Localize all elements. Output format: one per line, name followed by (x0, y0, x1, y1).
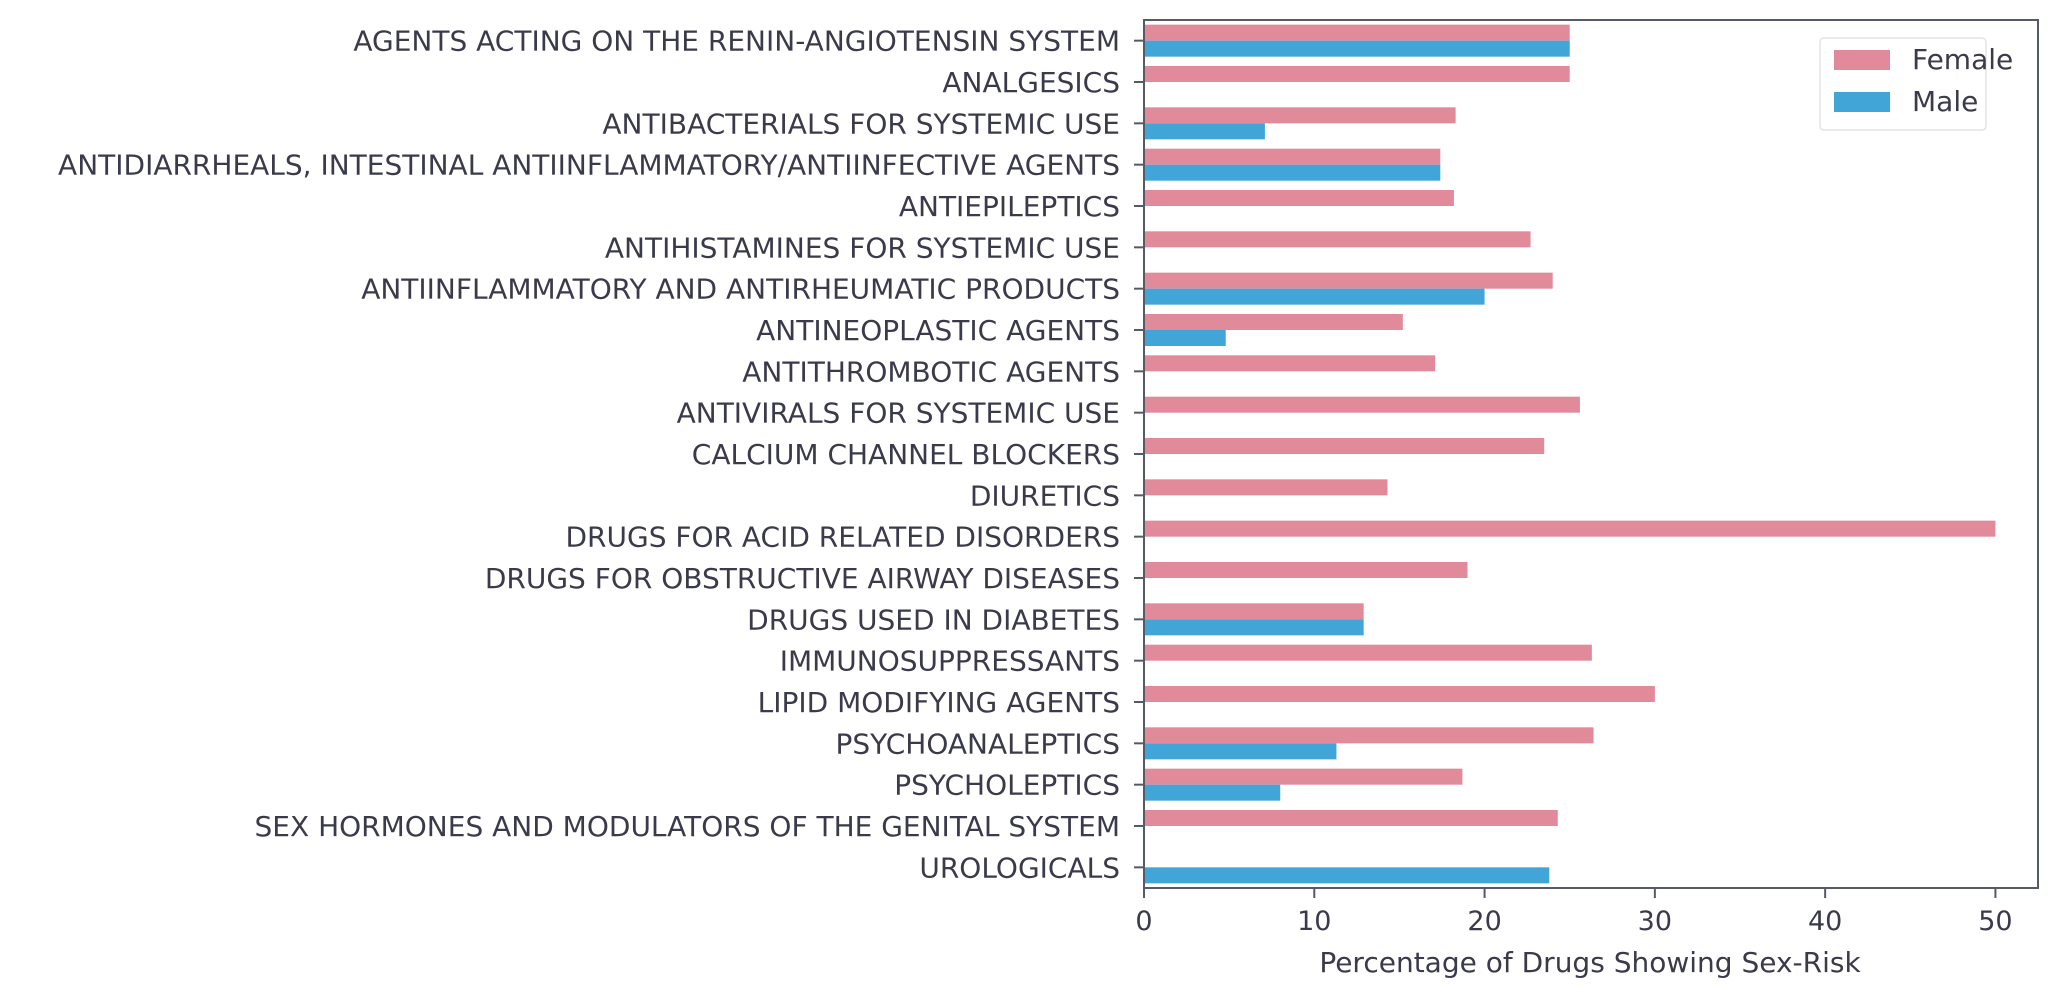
x-tick-label: 20 (1467, 906, 1501, 937)
category-label: PSYCHOLEPTICS (894, 769, 1120, 802)
bar-male-7 (1144, 330, 1226, 346)
bar-female-19 (1144, 810, 1558, 826)
bar-female-11 (1144, 479, 1388, 496)
category-label: SEX HORMONES AND MODULATORS OF THE GENIT… (255, 810, 1120, 843)
category-label: ANTINEOPLASTIC AGENTS (756, 314, 1120, 347)
category-label: ANTIBACTERIALS FOR SYSTEMIC USE (602, 107, 1120, 140)
bar-male-14 (1144, 619, 1364, 636)
bar-female-8 (1144, 355, 1436, 372)
bar-male-3 (1144, 164, 1441, 181)
bar-female-15 (1144, 644, 1592, 661)
x-tick-label: 30 (1638, 906, 1672, 937)
legend-swatch-male (1834, 92, 1890, 112)
bar-female-0 (1144, 24, 1570, 41)
bar-male-0 (1144, 40, 1570, 57)
bar-female-7 (1144, 314, 1403, 330)
category-labels: AGENTS ACTING ON THE RENIN-ANGIOTENSIN S… (58, 25, 1120, 885)
category-label: ANALGESICS (942, 66, 1120, 99)
category-label: ANTIHISTAMINES FOR SYSTEMIC USE (605, 231, 1120, 264)
bar-female-12 (1144, 520, 1996, 537)
bar-female-13 (1144, 562, 1468, 578)
bar-female-18 (1144, 768, 1463, 785)
category-label: DRUGS FOR OBSTRUCTIVE AIRWAY DISEASES (485, 562, 1120, 595)
legend-swatch-female (1834, 50, 1890, 70)
category-label: ANTIEPILEPTICS (899, 190, 1120, 223)
category-label: ANTITHROMBOTIC AGENTS (742, 355, 1120, 388)
category-label: DRUGS USED IN DIABETES (747, 603, 1120, 636)
category-label: UROLOGICALS (919, 851, 1120, 884)
category-label: DIURETICS (970, 479, 1120, 512)
bar-female-16 (1144, 686, 1655, 702)
bar-female-5 (1144, 231, 1531, 248)
category-label: PSYCHOANALEPTICS (836, 727, 1121, 760)
category-label: ANTIDIARRHEALS, INTESTINAL ANTIINFLAMMAT… (58, 149, 1120, 182)
bar-female-17 (1144, 727, 1594, 744)
bar-female-4 (1144, 190, 1454, 206)
bar-male-2 (1144, 123, 1265, 140)
bar-female-14 (1144, 603, 1364, 620)
category-label: IMMUNOSUPPRESSANTS (780, 645, 1120, 678)
x-tick-label: 40 (1808, 906, 1842, 937)
category-label: CALCIUM CHANNEL BLOCKERS (692, 438, 1120, 471)
x-tick-label: 50 (1978, 906, 2012, 937)
category-label: AGENTS ACTING ON THE RENIN-ANGIOTENSIN S… (353, 25, 1120, 58)
bar-male-18 (1144, 784, 1281, 801)
legend-label-male: Male (1912, 85, 1978, 118)
legend: Female Male (1819, 37, 2013, 131)
bars-layer (1144, 24, 1996, 884)
bar-male-17 (1144, 743, 1337, 760)
bar-female-10 (1144, 438, 1545, 454)
legend-label-female: Female (1912, 43, 2013, 76)
bar-female-9 (1144, 396, 1580, 413)
bar-female-2 (1144, 107, 1456, 124)
x-axis-label: Percentage of Drugs Showing Sex-Risk (1319, 946, 1861, 979)
x-tick-label: 0 (1135, 906, 1152, 937)
x-ticks: 0 10 20 30 40 50 (1134, 39, 2013, 937)
bar-male-6 (1144, 288, 1485, 305)
category-label: ANTIINFLAMMATORY AND ANTIRHEUMATIC PRODU… (361, 273, 1120, 306)
bar-female-1 (1144, 66, 1570, 82)
bar-female-3 (1144, 148, 1441, 165)
category-label: ANTIVIRALS FOR SYSTEMIC USE (677, 397, 1120, 430)
bar-male-20 (1144, 867, 1550, 884)
x-tick-label: 10 (1297, 906, 1331, 937)
category-label: LIPID MODIFYING AGENTS (758, 686, 1120, 719)
bar-female-6 (1144, 272, 1553, 289)
category-label: DRUGS FOR ACID RELATED DISORDERS (565, 521, 1120, 554)
